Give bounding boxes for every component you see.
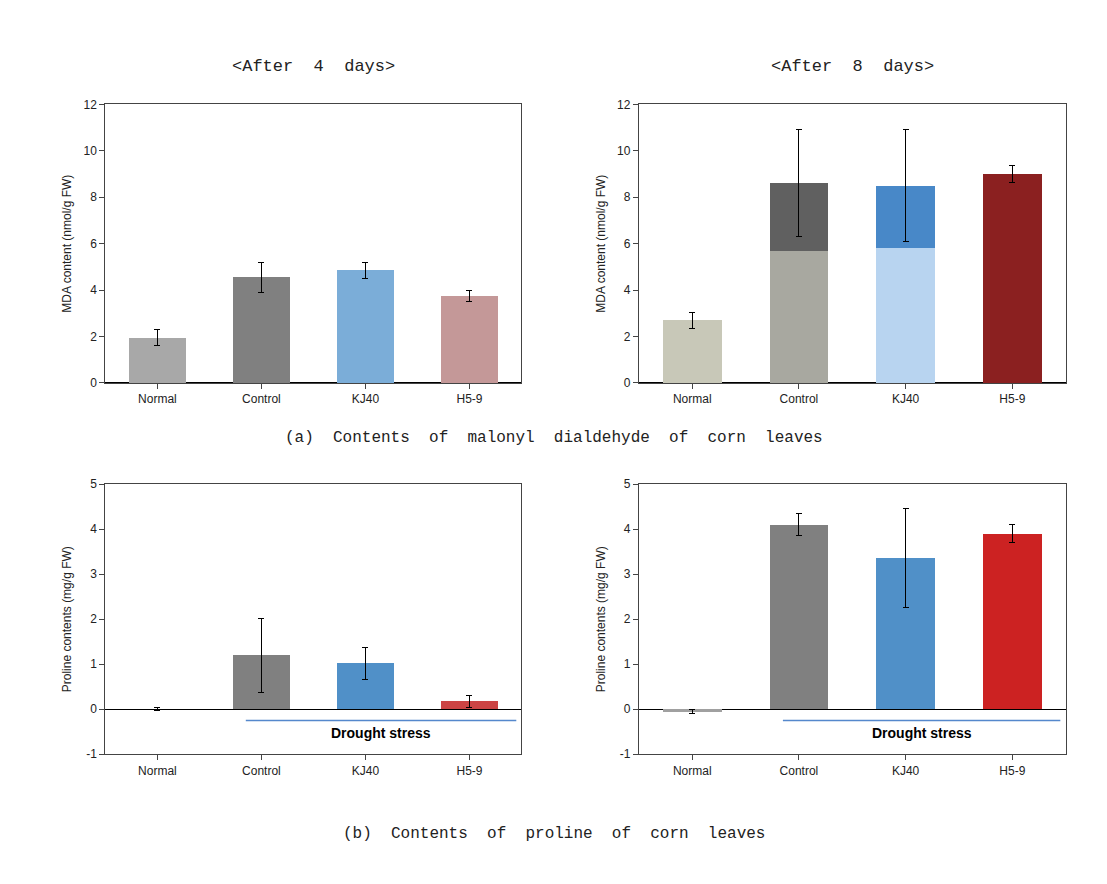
svg-text:8: 8 [624,190,631,204]
svg-text:H5-9: H5-9 [456,764,482,778]
svg-text:6: 6 [90,237,97,251]
svg-text:8: 8 [90,190,97,204]
svg-text:Control: Control [780,764,819,778]
svg-text:2: 2 [90,612,97,626]
svg-text:Control: Control [242,392,281,406]
svg-text:Normal: Normal [138,764,177,778]
svg-text:KJ40: KJ40 [352,764,380,778]
svg-text:<After 4 days>: <After 4 days> [232,57,395,76]
svg-text:Control: Control [242,764,281,778]
svg-text:0: 0 [90,376,97,390]
svg-text:0: 0 [624,376,631,390]
svg-text:Normal: Normal [673,764,712,778]
svg-text:1: 1 [624,657,631,671]
svg-text:4: 4 [90,283,97,297]
svg-text:MDA content (nmol/g FW): MDA content (nmol/g FW) [60,175,74,313]
svg-text:2: 2 [90,330,97,344]
svg-text:0: 0 [624,702,631,716]
svg-text:Control: Control [780,392,819,406]
svg-text:KJ40: KJ40 [892,764,920,778]
svg-text:1: 1 [90,657,97,671]
svg-text:10: 10 [617,144,631,158]
svg-text:2: 2 [624,330,631,344]
svg-text:H5-9: H5-9 [999,764,1025,778]
svg-text:Drought stress: Drought stress [872,725,972,741]
svg-text:5: 5 [624,477,631,491]
svg-text:<After 8 days>: <After 8 days> [771,57,934,76]
svg-text:12: 12 [84,98,98,112]
svg-text:0: 0 [90,702,97,716]
svg-text:MDA content (nmol/g FW): MDA content (nmol/g FW) [594,175,608,313]
svg-text:H5-9: H5-9 [999,392,1025,406]
svg-text:3: 3 [624,567,631,581]
svg-text:4: 4 [90,522,97,536]
svg-text:Normal: Normal [673,392,712,406]
svg-text:2: 2 [624,612,631,626]
svg-text:Normal: Normal [138,392,177,406]
svg-text:3: 3 [90,567,97,581]
svg-text:4: 4 [624,283,631,297]
svg-text:-1: -1 [620,747,631,761]
svg-text:H5-9: H5-9 [456,392,482,406]
svg-text:4: 4 [624,522,631,536]
svg-text:5: 5 [90,477,97,491]
svg-text:6: 6 [624,237,631,251]
svg-text:-1: -1 [86,747,97,761]
svg-text:(b) Contents of proline of: (b) Contents of proline of corn leaves [343,825,765,843]
svg-text:Proline contents (mg/g FW): Proline contents (mg/g FW) [60,546,74,692]
svg-text:Drought stress: Drought stress [331,725,431,741]
svg-text:KJ40: KJ40 [352,392,380,406]
svg-text:12: 12 [617,98,631,112]
svg-text:(a) Contents of malonyl di: (a) Contents of malonyl dialdehyde of co… [285,429,823,447]
svg-text:KJ40: KJ40 [892,392,920,406]
svg-text:10: 10 [84,144,98,158]
svg-text:Proline contents (mg/g FW): Proline contents (mg/g FW) [594,546,608,692]
